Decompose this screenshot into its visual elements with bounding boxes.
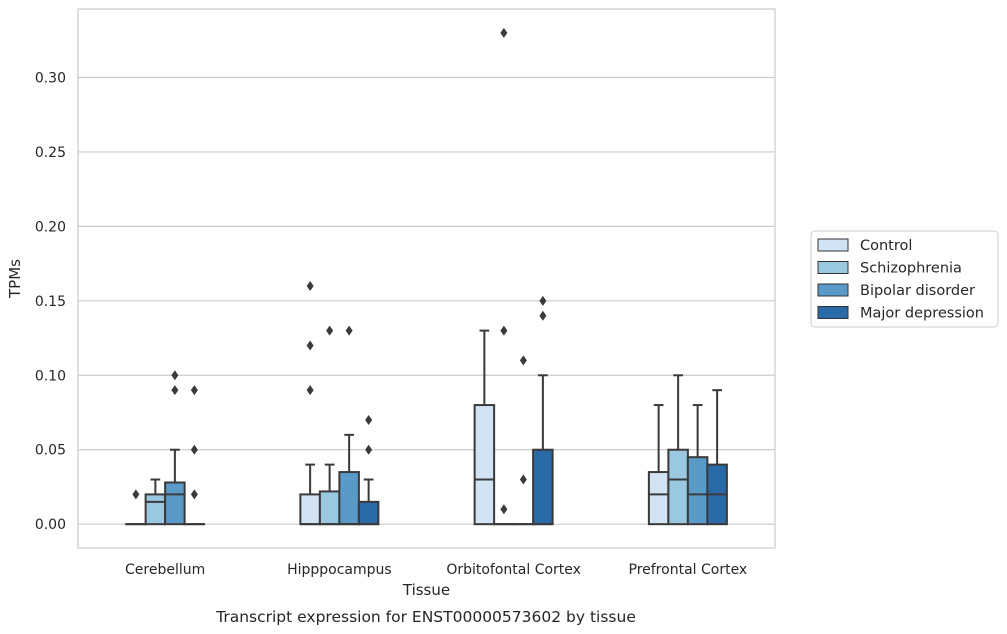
outlier-point (132, 489, 140, 500)
legend-swatch (817, 283, 849, 297)
box (338, 471, 360, 526)
box (299, 493, 321, 526)
outlier-point (365, 414, 373, 425)
plot-area-frame (77, 8, 776, 549)
box-group (667, 374, 689, 526)
y-axis-ticks: 0.00 0.05 0.10 0.15 0.20 0.25 0.30 (35, 70, 66, 533)
outlier-point (500, 27, 508, 38)
outlier-point (500, 325, 508, 336)
outlier-point (306, 340, 314, 351)
y-tick-label: 0.10 (35, 368, 66, 384)
outlier-point (171, 370, 179, 381)
box-group (125, 489, 147, 526)
x-axis-label: Tissue (402, 581, 450, 599)
y-axis-label: TPMs (6, 259, 24, 299)
box-group (647, 404, 670, 526)
box-group (164, 370, 186, 526)
box-group (338, 325, 360, 526)
box-group (318, 325, 341, 526)
box (667, 448, 689, 526)
box-group (144, 478, 167, 526)
box (647, 471, 670, 526)
legend-label: Bipolar disorder (860, 283, 975, 299)
legend-swatch (817, 306, 849, 319)
outlier-point (306, 385, 314, 396)
figure-caption: Transcript expression for ENST0000057360… (215, 608, 636, 626)
x-axis-ticks: Cerebellum Hipppocampus Orbitofontal Corte… (125, 562, 747, 578)
outlier-point (190, 489, 198, 500)
box (686, 456, 709, 526)
legend-frame (810, 230, 999, 328)
box (357, 500, 380, 526)
outlier-point (365, 444, 373, 455)
box-group (183, 385, 206, 526)
legend-label: Control (860, 238, 912, 254)
y-tick-label: 0.05 (35, 443, 66, 459)
outlier-point (519, 474, 527, 485)
box-group (532, 295, 554, 526)
box-group (512, 355, 535, 526)
x-tick-label: Prefrontal Cortex (629, 562, 748, 578)
boxes (125, 27, 728, 526)
box-group (706, 389, 728, 526)
legend: Control Schizophrenia Bipolar disorder Majo… (810, 230, 999, 328)
box-group (493, 27, 515, 526)
outlier-point (306, 280, 314, 291)
box (318, 490, 341, 526)
y-tick-label: 0.00 (35, 517, 66, 533)
box (164, 481, 186, 526)
legend-swatch (817, 238, 849, 252)
box-group (473, 329, 496, 526)
y-tick-label: 0.20 (35, 219, 66, 235)
outlier-point (539, 310, 547, 321)
y-tick-label: 0.25 (35, 145, 66, 161)
outlier-point (500, 504, 508, 515)
outlier-point (519, 355, 527, 366)
box (532, 448, 554, 526)
x-tick-label: Cerebellum (125, 562, 205, 578)
outlier-point (190, 444, 198, 455)
box (144, 493, 167, 526)
box-group (357, 414, 380, 526)
legend-label: Major depression (860, 306, 984, 322)
box-group (299, 280, 321, 526)
outlier-point (171, 385, 179, 396)
x-tick-label: Hipppocampus (287, 562, 392, 578)
x-tick-label: Orbitofontal Cortex (446, 562, 581, 578)
outlier-point (326, 325, 334, 336)
legend-swatch (817, 261, 849, 274)
outlier-point (345, 325, 353, 336)
outlier-point (539, 295, 547, 306)
box-group (686, 404, 709, 526)
y-tick-label: 0.30 (35, 70, 66, 86)
box (473, 404, 496, 526)
legend-label: Schizophrenia (860, 261, 962, 277)
outlier-point (190, 385, 198, 396)
y-tick-label: 0.15 (35, 294, 66, 310)
